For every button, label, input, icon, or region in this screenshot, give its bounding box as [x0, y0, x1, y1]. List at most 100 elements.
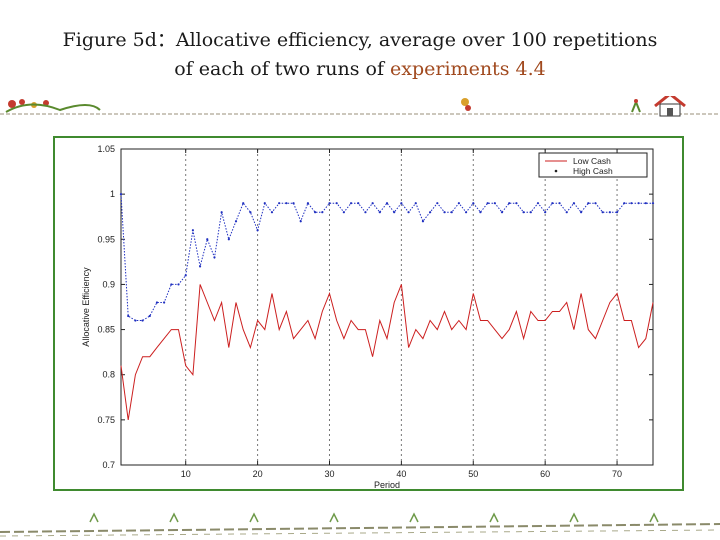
high-cash-point — [198, 265, 202, 268]
high-cash-point — [184, 274, 187, 277]
high-cash-point — [163, 301, 166, 304]
high-cash-point — [213, 256, 216, 259]
x-tick-label: 10 — [181, 469, 191, 479]
title-line-1: Figure 5d：Allocative efficiency, average… — [62, 29, 658, 51]
high-cash-point — [479, 211, 482, 214]
y-tick-label: 0.75 — [97, 415, 115, 425]
y-tick-label: 1 — [110, 189, 115, 199]
high-cash-point — [357, 202, 360, 205]
high-cash-point — [493, 202, 496, 205]
high-cash-point — [349, 202, 353, 205]
high-cash-point — [148, 314, 151, 318]
high-cash-point — [472, 202, 475, 205]
sprout-icon — [631, 99, 641, 113]
high-cash-point — [278, 202, 281, 205]
high-cash-point — [306, 202, 310, 205]
high-cash-point — [407, 211, 410, 214]
high-cash-point — [400, 202, 403, 205]
title-line-2: of each of two runs of experiments 4.4 — [0, 55, 720, 84]
high-cash-point — [522, 211, 525, 214]
high-cash-point — [443, 211, 446, 214]
high-cash-point — [393, 211, 396, 214]
high-cash-point — [242, 202, 245, 205]
high-cash-point — [141, 319, 144, 322]
high-cash-point — [134, 319, 137, 322]
home-icon[interactable] — [654, 96, 686, 117]
high-cash-point — [551, 202, 554, 205]
y-tick-label: 1.05 — [97, 144, 115, 154]
high-cash-point — [335, 202, 338, 205]
high-cash-point — [587, 202, 590, 205]
high-cash-point — [536, 202, 540, 205]
y-tick-label: 0.9 — [102, 279, 115, 289]
high-cash-point — [421, 220, 425, 223]
high-cash-point — [630, 202, 633, 205]
x-tick-label: 60 — [540, 469, 550, 479]
high-cash-point — [644, 202, 647, 205]
high-cash-point — [623, 202, 626, 205]
slide-title: Figure 5d：Allocative efficiency, average… — [0, 26, 720, 84]
high-cash-point — [608, 211, 611, 214]
x-tick-label: 40 — [396, 469, 406, 479]
y-tick-label: 0.95 — [97, 234, 115, 244]
y-tick-label: 0.8 — [102, 370, 115, 380]
high-cash-legend-swatch — [554, 169, 558, 173]
high-cash-point — [429, 211, 432, 214]
high-cash-point — [270, 211, 274, 214]
y-axis-label: Allocative Efficiency — [81, 267, 91, 347]
high-cash-point — [594, 202, 597, 205]
title-accent-text: experiments 4.4 — [390, 58, 546, 80]
high-cash-point — [486, 202, 489, 205]
y-tick-label: 0.7 — [102, 460, 115, 470]
high-cash-point — [580, 211, 583, 214]
high-cash-point — [155, 301, 159, 304]
high-cash-point — [385, 202, 389, 205]
high-cash-point — [515, 202, 518, 205]
x-tick-label: 70 — [612, 469, 622, 479]
high-cash-point — [321, 211, 324, 214]
y-tick-label: 0.85 — [97, 325, 115, 335]
high-cash-point — [234, 220, 238, 223]
low-cash-series-line — [120, 284, 654, 420]
high-cash-point — [450, 211, 453, 214]
high-cash-point — [170, 283, 173, 286]
high-cash-point — [529, 211, 532, 214]
high-cash-point — [292, 202, 295, 205]
high-cash-legend-label: High Cash — [573, 166, 613, 176]
high-cash-point — [299, 220, 302, 223]
title-line-2-prefix: of each of two runs of — [174, 58, 391, 80]
high-cash-point — [220, 211, 223, 214]
high-cash-point — [464, 211, 468, 214]
high-cash-point — [314, 211, 317, 214]
high-cash-point — [637, 202, 640, 205]
high-cash-point — [285, 202, 288, 205]
x-axis-label: Period — [374, 480, 400, 489]
high-cash-point — [191, 229, 194, 232]
chart-frame: 0.7 0.75 0.8 0.85 0.9 0.95 1 1.05 10 20 30 40 50 60 70… — [53, 136, 684, 491]
high-cash-point — [601, 211, 604, 214]
high-cash-point — [457, 202, 460, 205]
high-cash-point — [572, 202, 576, 205]
high-cash-point — [328, 202, 331, 205]
legend-box — [538, 152, 648, 178]
high-cash-point — [651, 202, 655, 205]
x-tick-label: 20 — [253, 469, 263, 479]
x-tick-label: 30 — [324, 469, 334, 479]
high-cash-point — [414, 202, 417, 205]
high-cash-point — [436, 202, 439, 205]
high-cash-point — [371, 202, 374, 205]
efficiency-line-chart: 0.7 0.75 0.8 0.85 0.9 0.95 1 1.05 10 20 30 40 50 60 70… — [81, 144, 655, 490]
high-cash-point — [256, 229, 259, 232]
high-cash-point — [177, 283, 180, 286]
high-cash-point — [378, 211, 381, 214]
decorative-header-band — [0, 96, 720, 117]
high-cash-point — [544, 211, 547, 214]
high-cash-point — [249, 211, 252, 214]
plot-area-border — [120, 148, 654, 466]
flower-cluster-icon — [5, 99, 101, 113]
high-cash-point — [227, 238, 230, 241]
high-cash-point — [558, 202, 561, 205]
high-cash-point — [206, 238, 209, 241]
x-tick-label: 50 — [468, 469, 478, 479]
high-cash-point — [127, 314, 130, 318]
